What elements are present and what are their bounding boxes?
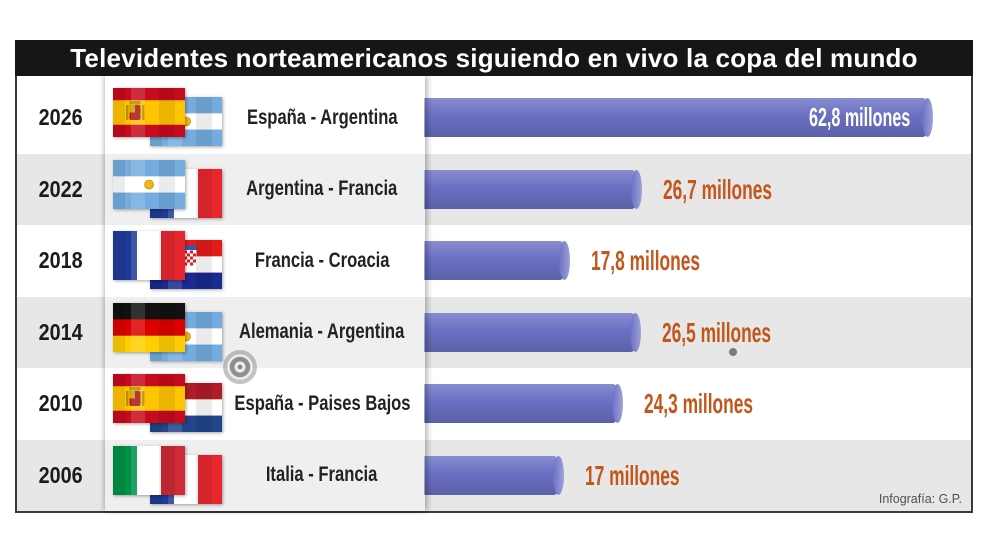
bar-2006: [424, 455, 564, 495]
title-bar: Televidentes norteamericanos siguiendo e…: [15, 40, 973, 76]
match-cell: Alemania - Argentina: [227, 297, 417, 369]
target-icon: [222, 349, 258, 385]
value-label: 62,8 millones: [808, 102, 910, 132]
italy-flag-icon: [113, 445, 185, 495]
germany-flag-icon: [113, 302, 185, 352]
france-flag-icon: [113, 231, 185, 280]
bar-2010: [424, 384, 623, 424]
year-cell: 2010: [17, 368, 105, 440]
row-2026: 2026 España - Argentina 62,8 millones: [17, 82, 971, 154]
year-cell: 2014: [17, 297, 105, 369]
row-2018: 2018 Francia - Croacia 17,8 millones: [17, 225, 971, 297]
row-2006: 2006 Italia - Francia 17 millones: [17, 439, 971, 512]
row-2022: 2022 Argentina - Francia 26,7 millones: [17, 153, 971, 226]
row-2010: 2010 España - Paises Bajos 24,3 millones: [17, 368, 971, 440]
year-label: 2010: [38, 390, 83, 417]
match-cell: Italia - Francia: [227, 440, 417, 512]
value-label: 17 millones: [585, 459, 680, 491]
match-cell: Francia - Croacia: [227, 225, 417, 297]
infographic-frame: Televidentes norteamericanos siguiendo e…: [15, 40, 973, 513]
value-label: 26,7 millones: [663, 173, 773, 205]
bar-2014: [424, 312, 640, 352]
value-label: 17,8 millones: [591, 245, 701, 276]
row-2014: 2014 Alemania - Argentina 26,5 millones: [17, 296, 971, 369]
argentina-flag-icon: [113, 159, 185, 209]
chart-rows: 2026 España - Argentina 62,8 millones: [17, 82, 971, 511]
year-cell: 2022: [17, 154, 105, 226]
match-label: España - Paises Bajos: [233, 391, 411, 415]
match-label: Alemania - Argentina: [239, 320, 405, 344]
value-label: 26,5 millones: [661, 316, 771, 348]
spain-flag-icon: [113, 374, 185, 423]
chart-title: Televidentes norteamericanos siguiendo e…: [70, 43, 918, 73]
match-label: Francia - Croacia: [254, 248, 390, 272]
match-label: Argentina - Francia: [246, 177, 398, 201]
match-cell: Argentina - Francia: [227, 154, 417, 226]
teams-panel: [105, 76, 425, 511]
year-label: 2018: [38, 247, 83, 274]
year-cell: 2018: [17, 225, 105, 297]
credit-label: Infografía: G.P.: [878, 492, 962, 506]
bar-2018: [424, 241, 571, 281]
spain-flag-icon: [113, 88, 185, 137]
year-cell: 2026: [17, 82, 105, 154]
value-label: 24,3 millones: [643, 388, 753, 419]
year-label: 2014: [38, 318, 83, 345]
bar-2026: [424, 98, 933, 138]
match-cell: España - Paises Bajos: [227, 368, 417, 440]
dot-marker: [729, 348, 737, 356]
year-label: 2026: [38, 104, 83, 131]
bar-2022: [424, 169, 643, 209]
match-label: España - Argentina: [246, 105, 398, 129]
match-label: Italia - Francia: [266, 463, 378, 487]
year-label: 2006: [38, 461, 83, 488]
year-label: 2022: [38, 175, 83, 202]
match-cell: España - Argentina: [227, 82, 417, 154]
year-cell: 2006: [17, 440, 105, 512]
